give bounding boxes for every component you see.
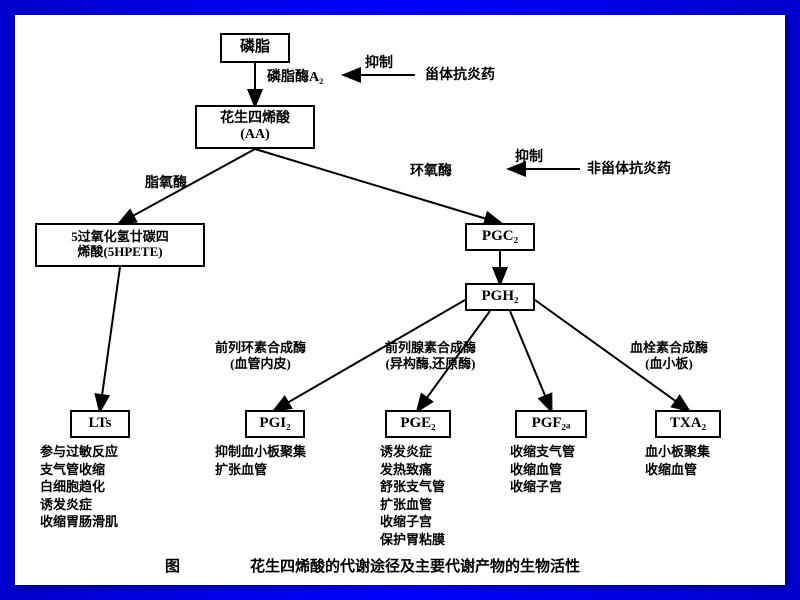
diagram-paper: 磷脂花生四烯酸 (AA) 5过氧化氢廿碳四 烯酸(5HPETE) PGC₂ PGH₂ L… — [15, 15, 785, 585]
label-pge_enz: 前列腺素合成酶 (异构酶,还原酶) — [385, 340, 476, 373]
node-pge2: PGE₂ — [385, 410, 451, 438]
effects-pgf2_fx: 收缩支气管 收缩血管 收缩子宫 — [510, 443, 575, 496]
label-cox: 环氧酶 — [410, 163, 452, 181]
caption-prefix: 图 — [165, 555, 180, 576]
effects-lts_fx: 参与过敏反应 支气管收缩 白细胞趋化 诱发炎症 收缩胃肠滑肌 — [40, 443, 118, 531]
edge — [120, 149, 255, 223]
node-pgh2: PGH₂ — [465, 283, 535, 311]
label-txa_enz: 血栓素合成酶 (血小板) — [630, 340, 708, 373]
node-pgi2: PGI₂ — [245, 410, 305, 438]
label-nsaid: 非甾体抗炎药 — [587, 161, 671, 179]
effects-pgi2_fx: 抑制血小板聚集 扩张血管 — [215, 443, 306, 478]
node-hpete: 5过氧化氢廿碳四 烯酸(5HPETE) — [35, 223, 205, 267]
node-lts: LTs — [70, 410, 130, 438]
node-pgc2: PGC₂ — [465, 223, 535, 251]
label-pgi_enz: 前列环素合成酶 (血管内皮) — [215, 340, 306, 373]
label-inhibit2: 抑制 — [515, 149, 543, 167]
edge — [100, 267, 120, 410]
edge — [510, 311, 551, 410]
effects-pge2_fx: 诱发炎症 发热致痛 舒张支气管 扩张血管 收缩子宫 保护胃粘膜 — [380, 443, 445, 548]
node-aa: 花生四烯酸 (AA) — [195, 105, 315, 149]
effects-txa2_fx: 血小板聚集 收缩血管 — [645, 443, 710, 478]
label-steroid: 甾体抗炎药 — [425, 67, 495, 85]
node-phospholipid: 磷脂 — [220, 33, 290, 63]
node-pgf2a: PGF₂ₐ — [515, 410, 587, 438]
label-lox: 脂氧酶 — [145, 175, 187, 193]
label-inhibit1: 抑制 — [365, 55, 393, 73]
edge — [255, 149, 500, 223]
label-pla2: 磷脂酶A₂ — [267, 69, 323, 87]
caption-text: 花生四烯酸的代谢途径及主要代谢产物的生物活性 — [250, 555, 580, 576]
node-txa2: TXA₂ — [655, 410, 721, 438]
